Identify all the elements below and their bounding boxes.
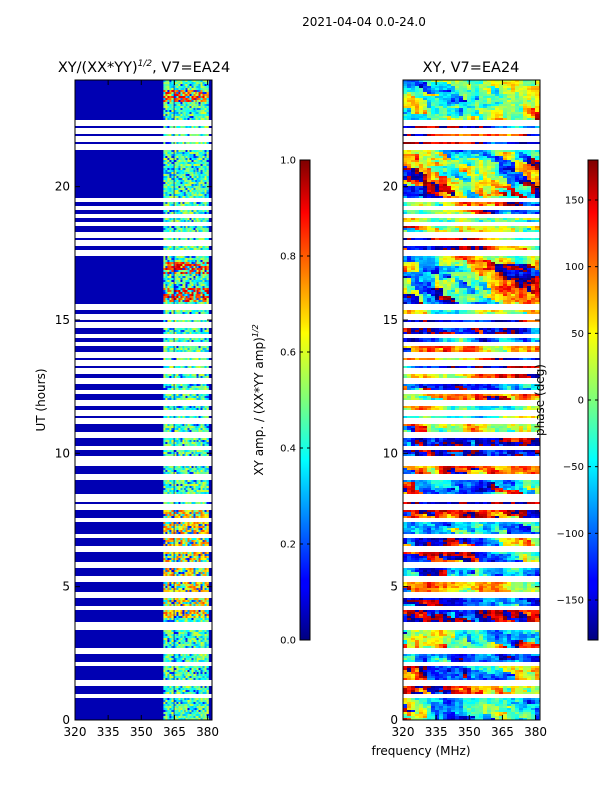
right-ytick-label: 20	[383, 180, 398, 194]
left-heatmap	[75, 80, 212, 720]
right-ytick-label: 15	[383, 313, 398, 327]
left-colorbar-tick-label: 0.6	[280, 348, 296, 359]
left-xtick-label: 380	[196, 725, 219, 739]
left-ytick-label: 5	[62, 580, 70, 594]
right-colorbar-tick-label: 100	[565, 262, 584, 273]
right-xtick-label: 365	[491, 725, 514, 739]
left-xtick-label: 350	[130, 725, 153, 739]
left-colorbar-label: XY amp. / (XX*YY amp)1/2	[251, 324, 266, 475]
right-colorbar-tick-label: −50	[563, 462, 584, 473]
right-xtick-label: 350	[458, 725, 481, 739]
right-colorbar: −150 −100 −50 0 50 100 150 phase (deg)	[533, 159, 599, 641]
left-xtick-label: 365	[163, 725, 186, 739]
right-colorbar-tick-label: −150	[557, 596, 584, 607]
right-xtick-label: 320	[392, 725, 415, 739]
left-xtick-label: 320	[64, 725, 87, 739]
suptitle: 2021-04-04 0.0-24.0	[302, 15, 426, 29]
left-axes-frame	[74, 79, 213, 721]
left-colorbar-tick-label: 0.4	[280, 444, 296, 455]
left-ylabel: UT (hours)	[34, 368, 48, 431]
left-colorbar-tick-label: 0.2	[280, 540, 296, 551]
left-ytick-label: 20	[55, 180, 70, 194]
left-colorbar: 0.0 0.2 0.4 0.6 0.8 1.0 XY amp. / (XX*YY amp)…	[251, 156, 311, 647]
right-panel: XY, V7=EA24 320 335 350 365 380 0 5 10 15 20	[383, 60, 547, 739]
right-axes-frame	[402, 79, 541, 721]
shared-xlabel: frequency (MHz)	[371, 744, 470, 758]
left-title-tail: , V7=EA24	[152, 60, 230, 76]
left-colorbar-label-main: XY amp. / (XX*YY amp)	[252, 337, 266, 475]
left-colorbar-ticks: 0.0 0.2 0.4 0.6 0.8 1.0	[280, 156, 310, 647]
left-colorbar-tick-label: 1.0	[280, 156, 296, 167]
left-xtick-label: 335	[97, 725, 120, 739]
right-ytick-label: 5	[390, 580, 398, 594]
left-title-main: XY/(XX*YY)	[58, 60, 138, 76]
left-colorbar-gradient	[299, 159, 311, 641]
left-ytick-label: 0	[62, 713, 70, 727]
right-ytick-label: 0	[390, 713, 398, 727]
left-ticks: 320 335 350 365 380 0 5 10 15 20	[55, 80, 219, 739]
right-colorbar-tick-label: 150	[565, 196, 584, 207]
left-colorbar-tick-label: 0.8	[280, 252, 296, 263]
right-heatmap	[403, 80, 540, 720]
right-colorbar-ticks: −150 −100 −50 0 50 100 150	[557, 196, 598, 607]
left-colorbar-label-sup: 1/2	[251, 324, 260, 337]
left-panel: XY/(XX*YY)1/2, V7=EA24 320 335 350 365 380 0 5…	[34, 59, 230, 739]
right-ticks: 320 335 350 365 380 0 5 10 15 20	[383, 80, 547, 739]
right-colorbar-tick-label: −100	[557, 529, 584, 540]
right-title: XY, V7=EA24	[423, 60, 520, 76]
left-title: XY/(XX*YY)1/2, V7=EA24	[58, 59, 230, 76]
left-title-sup: 1/2	[138, 59, 153, 69]
left-ytick-label: 15	[55, 313, 70, 327]
right-ytick-label: 10	[383, 446, 398, 460]
left-colorbar-tick-label: 0.0	[280, 636, 296, 647]
right-colorbar-tick-label: 0	[578, 396, 584, 407]
right-colorbar-tick-label: 50	[571, 329, 584, 340]
right-xtick-label: 380	[524, 725, 547, 739]
right-colorbar-label: phase (deg)	[533, 364, 547, 436]
left-ytick-label: 10	[55, 446, 70, 460]
right-xtick-label: 335	[425, 725, 448, 739]
